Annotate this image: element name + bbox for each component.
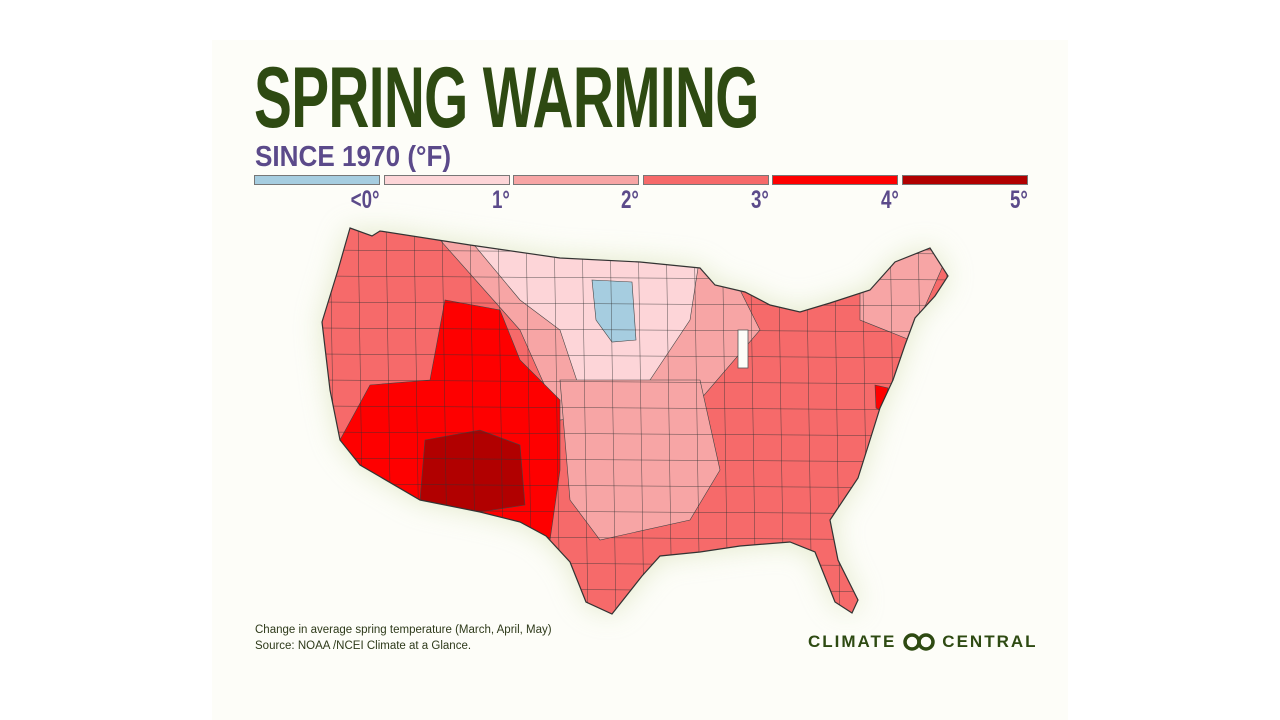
division-border — [322, 353, 948, 359]
color-legend: <0° 1° 2° 3° 4° 5° — [254, 175, 1028, 215]
legend-swatch — [642, 175, 769, 185]
legend-label: 4° — [880, 186, 899, 214]
legend-label: 1° — [491, 186, 510, 214]
climate-region — [591, 279, 637, 343]
division-border — [322, 431, 948, 437]
footnote-source: Source: NOAA /NCEI Climate at a Glance. — [255, 640, 472, 652]
division-border — [322, 457, 948, 463]
subtitle: SINCE 1970 (°F) — [255, 141, 452, 173]
legend-label: 5° — [1010, 186, 1028, 214]
division-border — [322, 405, 948, 411]
division-border — [322, 327, 948, 333]
footnote-description: Change in average spring temperature (Ma… — [255, 624, 552, 636]
legend-label: 2° — [621, 186, 640, 214]
division-border — [322, 301, 948, 307]
legend-swatch — [254, 175, 380, 185]
logo-rings-icon — [903, 633, 936, 651]
lake-michigan — [737, 329, 749, 369]
climate-region — [419, 429, 526, 513]
division-border — [322, 379, 948, 385]
division-border — [322, 613, 948, 614]
climate-central-logo: CLIMATE CENTRAL — [808, 632, 1038, 652]
division-border — [945, 228, 948, 614]
climate-region — [874, 384, 889, 413]
division-border — [637, 228, 645, 614]
legend-swatch — [902, 175, 1028, 185]
legend-swatch — [383, 175, 510, 185]
division-border — [665, 228, 673, 614]
legend-swatch — [513, 175, 640, 185]
legend-swatch — [772, 175, 899, 185]
logo-text-right: CENTRAL — [942, 632, 1038, 651]
footnote: Change in average spring temperature (Ma… — [255, 622, 552, 654]
page-title: SPRING WARMING — [254, 50, 759, 146]
division-border — [322, 587, 948, 593]
legend-label: 3° — [750, 186, 769, 214]
legend-label: <0° — [351, 186, 380, 214]
division-border — [581, 228, 589, 614]
division-border — [609, 228, 617, 614]
logo-text-left: CLIMATE — [808, 632, 897, 651]
